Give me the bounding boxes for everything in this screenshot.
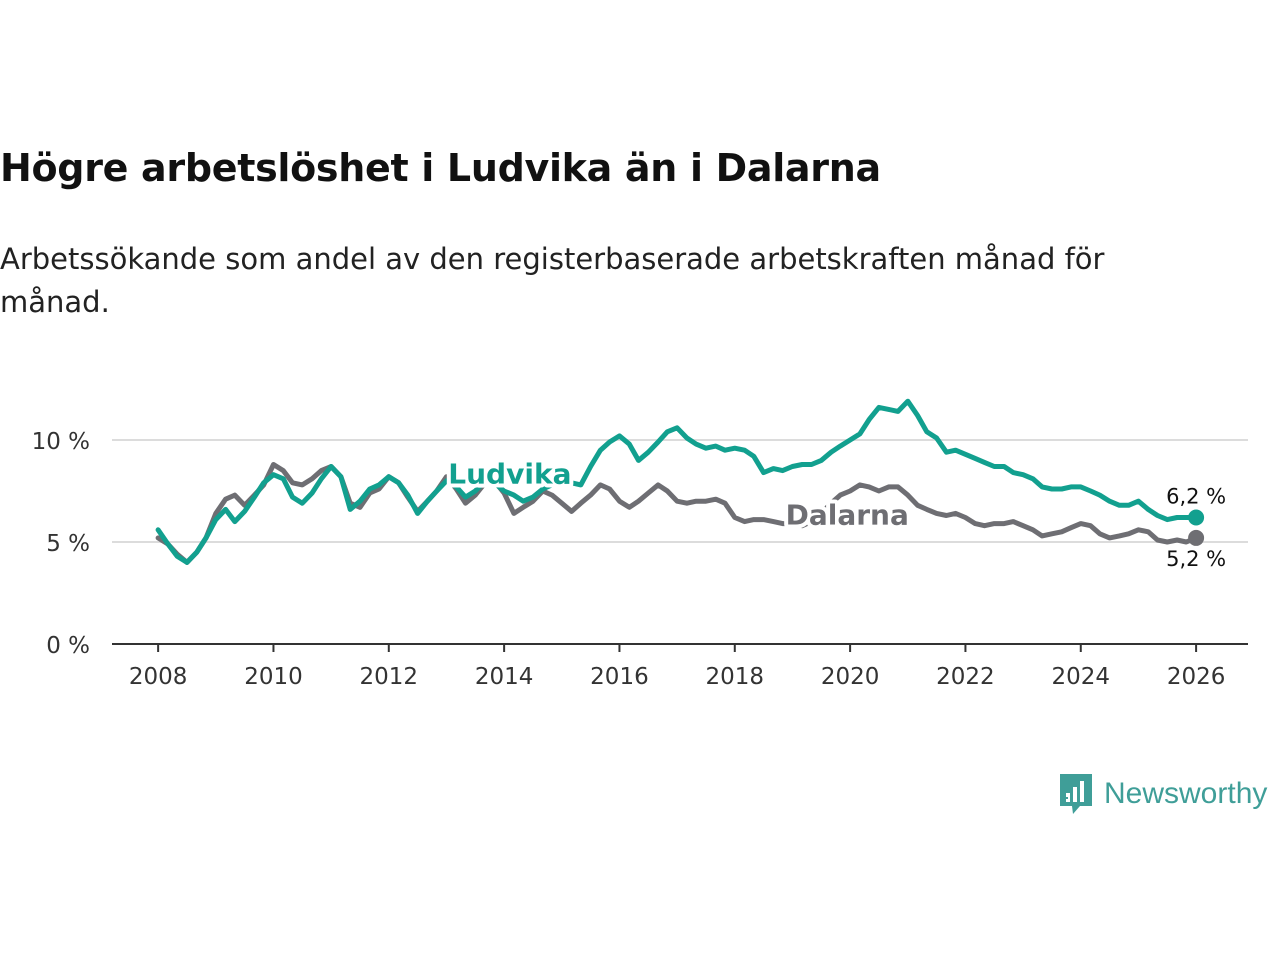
series-name-ludvika: Ludvika: [448, 458, 571, 491]
x-tick-label: 2026: [1167, 664, 1226, 690]
x-tick-label: 2012: [360, 664, 419, 690]
end-marker-ludvika: [1188, 509, 1205, 526]
x-tick-label: 2024: [1051, 664, 1110, 690]
x-tick-label: 2018: [706, 664, 765, 690]
y-tick-label: 5 %: [46, 531, 90, 557]
brand-logo: Newsworthy: [1058, 772, 1267, 816]
x-tick-label: 2014: [475, 664, 534, 690]
bar-chart-speech-icon: [1060, 774, 1092, 814]
series-name-dalarna: Dalarna: [786, 498, 909, 531]
end-marker-dalarna: [1188, 529, 1205, 546]
brand-name: Newsworthy: [1104, 777, 1268, 810]
chart-title: Högre arbetslöshet i Ludvika än i Dalarn…: [0, 146, 881, 190]
x-tick-label: 2010: [244, 664, 303, 690]
gridlines: [112, 439, 1248, 543]
series-lines: [155, 398, 1199, 565]
x-tick-label: 2008: [129, 664, 188, 690]
x-tick-label: 2020: [821, 664, 880, 690]
end-value-label-ludvika: 6,2 %: [1166, 485, 1226, 509]
y-tick-label: 0 %: [46, 633, 90, 659]
series-labels: 5,2 % 6,2 % Dalarna Ludvika: [444, 454, 1226, 571]
x-axis: 2008 2010 2012 2014 2016 2018 2020 2022 2024 2026: [112, 643, 1248, 690]
chart-subtitle: Arbetssökande som andel av den registerb…: [0, 242, 1105, 319]
end-value-label-dalarna: 5,2 %: [1166, 547, 1226, 571]
x-tick-label: 2022: [936, 664, 995, 690]
y-tick-label: 10 %: [32, 429, 90, 455]
x-tick-label: 2016: [590, 664, 649, 690]
y-axis-ticks: 0 % 5 % 10 %: [32, 429, 90, 659]
series-line-dalarna: [155, 462, 1199, 565]
series-line-ludvika: [155, 398, 1199, 565]
